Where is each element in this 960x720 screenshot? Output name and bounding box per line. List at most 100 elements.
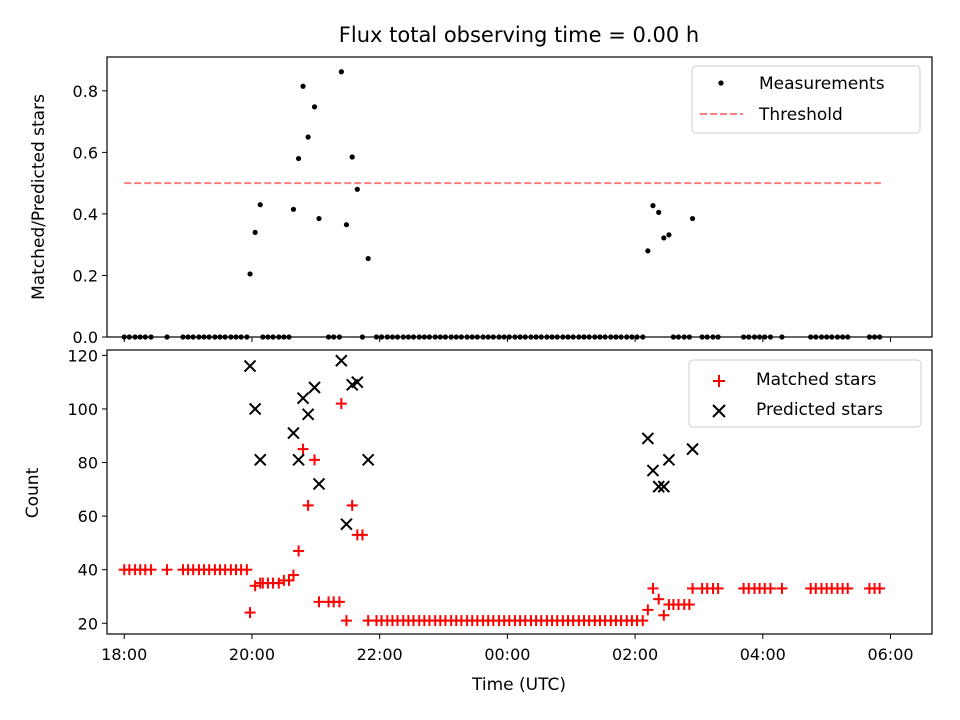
measurement-point — [506, 334, 512, 340]
predicted-star-point — [335, 354, 348, 367]
measurement-point — [252, 229, 258, 235]
measurement-point — [597, 334, 603, 340]
x-tick-label: 04:00 — [740, 645, 786, 664]
measurement-point — [871, 334, 878, 340]
predicted-star-point — [340, 517, 353, 531]
matched-star-point — [658, 609, 670, 621]
measurement-point — [634, 334, 640, 340]
measurement-point — [300, 83, 306, 89]
measurement-point — [666, 232, 672, 238]
matched-star-point — [241, 564, 253, 576]
bottom-legend-frame — [688, 359, 922, 428]
measurement-point — [538, 334, 544, 340]
top-y-axis: 0.0 0.2 0.4 0.6 0.8 — [73, 82, 107, 347]
measurement-point — [389, 334, 396, 340]
legend-marker-matched-stars — [713, 375, 725, 387]
x-axis-title: Time (UTC) — [471, 675, 566, 695]
measurement-point — [469, 334, 475, 340]
measurement-point — [349, 154, 355, 160]
matched-star-point — [842, 582, 854, 594]
measurement-point — [354, 186, 360, 192]
measurement-point — [311, 104, 318, 110]
measurement-point — [490, 334, 496, 340]
bottom-y-tick-label: 120 — [67, 346, 98, 365]
measurement-point — [813, 334, 819, 340]
measurement-point — [581, 334, 587, 340]
measurement-point — [533, 334, 539, 340]
measurement-point — [126, 334, 132, 340]
measurement-point — [670, 334, 676, 340]
predicted-star-point — [254, 453, 267, 467]
measurement-point — [751, 334, 758, 340]
bottom-y-tick-label: 40 — [78, 561, 98, 580]
matched-star-point — [297, 443, 309, 455]
predicted-star-point — [686, 442, 699, 456]
measurement-point — [570, 334, 576, 340]
top-legend-frame — [691, 65, 921, 134]
predicted-star-point — [287, 426, 300, 440]
measurement-point — [378, 334, 385, 340]
measurement-point — [746, 334, 752, 340]
measurement-point — [840, 334, 846, 340]
measurement-point — [247, 271, 253, 277]
predicted-star-point — [243, 359, 257, 373]
measurement-point — [554, 334, 560, 340]
matched-star-point — [647, 582, 659, 594]
predicted-star-point — [662, 453, 676, 467]
matched-star-point — [683, 599, 695, 611]
measurement-point — [592, 334, 598, 340]
matched-star-point — [333, 596, 345, 608]
measurement-point — [343, 222, 350, 228]
measurement-point — [845, 334, 851, 340]
measurement-point — [756, 334, 763, 340]
measurement-point — [196, 334, 202, 340]
measurement-point — [286, 334, 292, 340]
measurement-point — [265, 334, 271, 340]
measurement-point — [699, 334, 705, 340]
measurement-point — [331, 334, 337, 340]
measurement-point — [464, 334, 470, 340]
measurement-point — [164, 334, 170, 340]
matched-star-point — [302, 499, 314, 511]
measurement-point — [661, 235, 667, 241]
measurement-point — [517, 334, 523, 340]
measurement-point — [675, 334, 682, 340]
measurement-point — [877, 334, 883, 340]
chart-title: Flux total observing time = 0.00 h — [339, 23, 699, 47]
x-tick-label: 00:00 — [484, 645, 530, 664]
measurement-point — [281, 334, 287, 340]
top-y-tick-label: 0.0 — [73, 328, 98, 347]
measurement-point — [866, 334, 873, 340]
measurement-point — [501, 334, 507, 340]
measurement-point — [565, 334, 571, 340]
measurement-point — [808, 334, 814, 340]
matched-star-point — [340, 615, 352, 627]
x-tick-label: 18:00 — [101, 645, 147, 664]
measurement-point — [244, 334, 250, 340]
matched-star-point — [712, 582, 724, 594]
legend-label-predicted-stars: Predicted stars — [756, 400, 883, 420]
measurement-point — [453, 334, 459, 340]
measurement-point — [681, 334, 687, 340]
measurement-point — [137, 334, 143, 340]
bottom-y-tick-label: 100 — [67, 400, 98, 419]
measurement-point — [148, 334, 154, 340]
legend-label-measurements: Measurements — [759, 74, 885, 94]
matched-star-point — [687, 582, 699, 594]
measurement-point — [238, 334, 244, 340]
measurement-point — [400, 334, 406, 340]
matched-star-point — [642, 604, 654, 616]
matched-star-point — [293, 545, 305, 557]
measurement-point — [437, 334, 443, 340]
matched-star-point — [776, 582, 788, 594]
measurement-point — [228, 334, 234, 340]
measurement-point — [829, 334, 835, 340]
measurement-point — [629, 334, 635, 340]
measurement-point — [762, 334, 768, 340]
measurement-point — [512, 334, 518, 340]
measurement-point — [359, 334, 366, 340]
legend-marker-measurements — [718, 80, 724, 86]
bottom-legend: Matched stars Predicted stars — [688, 359, 922, 428]
bottom-x-axis: 18:00 20:00 22:00 00:00 02:00 04:00 06:00 — [101, 634, 914, 664]
measurement-point — [257, 202, 263, 208]
